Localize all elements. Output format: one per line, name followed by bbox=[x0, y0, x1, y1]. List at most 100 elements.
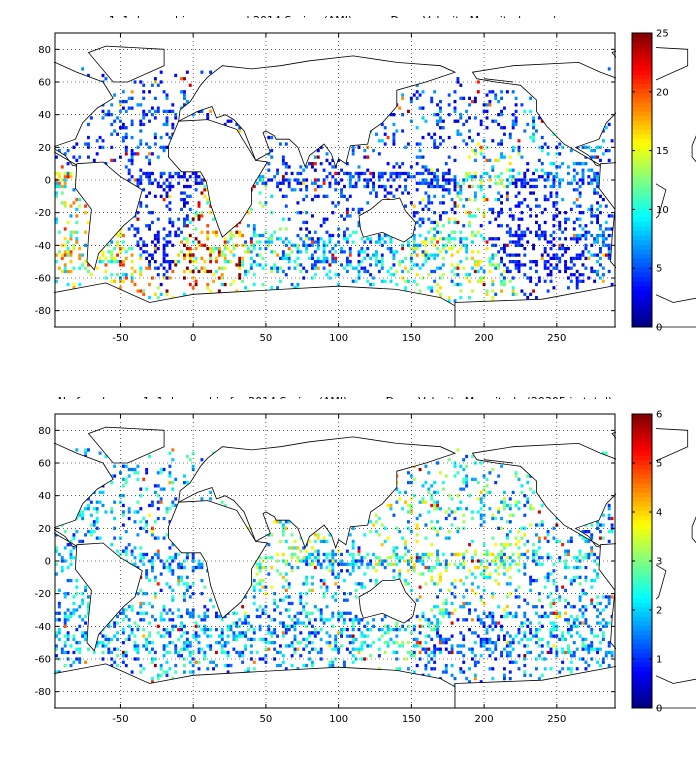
data-cell bbox=[136, 227, 140, 231]
data-cell bbox=[494, 543, 498, 547]
data-cell bbox=[392, 165, 396, 169]
data-cell bbox=[476, 184, 480, 189]
data-cell bbox=[596, 556, 599, 560]
data-cell bbox=[165, 204, 169, 208]
data-cell bbox=[372, 523, 375, 527]
data-cell bbox=[322, 578, 326, 583]
data-cell bbox=[500, 500, 503, 504]
data-cell bbox=[575, 217, 579, 221]
data-cell bbox=[587, 181, 591, 185]
data-cell bbox=[322, 621, 326, 625]
data-cell bbox=[217, 250, 221, 254]
data-cell bbox=[599, 211, 602, 215]
data-cell bbox=[110, 480, 114, 485]
data-cell bbox=[564, 250, 567, 254]
data-cell bbox=[121, 650, 125, 655]
data-cell bbox=[203, 260, 207, 264]
data-cell bbox=[578, 273, 582, 277]
data-cell bbox=[302, 556, 306, 560]
data-cell bbox=[523, 631, 527, 635]
data-cell bbox=[590, 546, 594, 550]
data-cell bbox=[328, 634, 332, 638]
data-cell bbox=[395, 487, 399, 491]
data-cell bbox=[180, 575, 183, 579]
data-cell bbox=[441, 256, 445, 261]
data-cell bbox=[331, 253, 335, 257]
data-cell bbox=[165, 93, 169, 97]
data-cell bbox=[468, 184, 471, 189]
data-cell bbox=[415, 523, 419, 527]
data-cell bbox=[421, 500, 425, 504]
data-cell bbox=[471, 647, 474, 651]
data-cell bbox=[572, 237, 576, 241]
data-cell bbox=[447, 246, 451, 251]
data-cell bbox=[139, 178, 143, 182]
data-cell bbox=[377, 152, 381, 156]
data-cell bbox=[124, 654, 128, 658]
data-cell bbox=[311, 197, 314, 202]
data-cell bbox=[185, 184, 189, 189]
data-cell bbox=[319, 562, 323, 566]
data-cell bbox=[546, 197, 550, 202]
data-cell bbox=[418, 106, 422, 110]
data-cell bbox=[535, 129, 538, 133]
data-cell bbox=[590, 266, 594, 270]
data-cell bbox=[194, 246, 198, 251]
data-cell bbox=[377, 627, 381, 632]
data-cell bbox=[569, 578, 573, 583]
data-cell bbox=[267, 641, 271, 645]
data-cell bbox=[206, 282, 210, 287]
data-cell bbox=[209, 490, 213, 495]
data-cell bbox=[439, 634, 442, 638]
data-cell bbox=[604, 126, 608, 130]
data-cell bbox=[444, 211, 448, 215]
data-cell bbox=[491, 516, 495, 521]
data-cell bbox=[398, 575, 402, 579]
data-cell bbox=[348, 641, 352, 645]
data-cell bbox=[252, 230, 256, 234]
data-cell bbox=[508, 529, 512, 534]
data-cell bbox=[407, 549, 410, 553]
data-cell bbox=[151, 113, 154, 117]
data-cell bbox=[491, 139, 495, 143]
data-cell bbox=[194, 237, 198, 241]
data-cell bbox=[66, 269, 70, 274]
data-cell bbox=[290, 618, 294, 622]
data-cell bbox=[180, 634, 183, 638]
data-cell bbox=[465, 464, 469, 468]
x-tick-label: 200 bbox=[475, 714, 494, 725]
data-cell bbox=[494, 578, 498, 583]
data-cell bbox=[552, 624, 556, 628]
data-cell bbox=[153, 77, 157, 81]
data-cell bbox=[453, 608, 457, 612]
data-cell bbox=[439, 106, 442, 110]
data-cell bbox=[508, 507, 512, 511]
data-cell bbox=[575, 565, 579, 570]
data-cell bbox=[447, 588, 451, 593]
data-cell bbox=[508, 497, 512, 501]
data-cell bbox=[540, 614, 544, 619]
data-cell bbox=[418, 644, 422, 648]
data-cell bbox=[188, 175, 192, 179]
data-cell bbox=[401, 243, 405, 247]
data-cell bbox=[139, 139, 143, 143]
data-cell bbox=[107, 647, 111, 651]
data-cell bbox=[604, 605, 608, 609]
data-cell bbox=[552, 230, 556, 234]
data-cell bbox=[121, 90, 125, 94]
data-cell bbox=[212, 230, 215, 234]
data-cell bbox=[206, 237, 210, 241]
data-cell bbox=[110, 253, 114, 257]
data-cell bbox=[471, 650, 474, 655]
data-cell bbox=[188, 282, 192, 287]
data-cell bbox=[436, 520, 439, 524]
data-cell bbox=[482, 139, 486, 143]
data-cell bbox=[113, 93, 117, 97]
data-cell bbox=[479, 500, 483, 504]
data-cell bbox=[383, 233, 387, 238]
data-cell bbox=[596, 269, 599, 274]
data-cell bbox=[55, 618, 58, 622]
data-cell bbox=[238, 263, 242, 267]
data-cell bbox=[183, 243, 186, 247]
data-cell bbox=[433, 503, 437, 508]
